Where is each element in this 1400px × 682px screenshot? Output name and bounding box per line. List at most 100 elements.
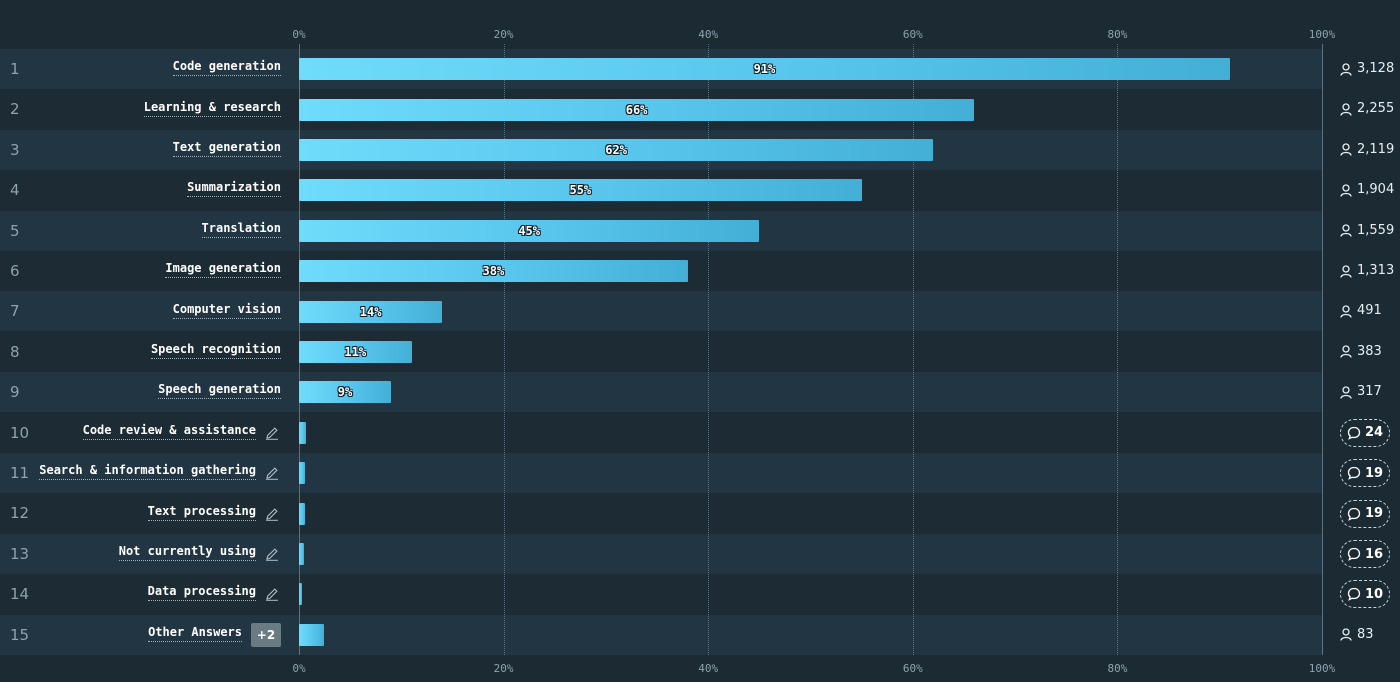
gridline: [708, 44, 709, 655]
bar[interactable]: [299, 381, 392, 404]
bar[interactable]: [299, 300, 443, 323]
bar[interactable]: [299, 260, 688, 283]
respondent-count: 491: [1340, 291, 1382, 331]
x-tick-label-bottom: 20%: [493, 662, 514, 675]
comment-icon: [1347, 466, 1361, 481]
bar[interactable]: [299, 583, 302, 606]
rank-number: 3: [10, 140, 20, 159]
respondent-count: 1,904: [1340, 170, 1394, 210]
row-band: [0, 453, 1322, 493]
row-band: [0, 493, 1322, 534]
bar[interactable]: [299, 543, 304, 565]
category-label[interactable]: Not currently using: [118, 544, 256, 561]
rank-number: 12: [10, 504, 30, 523]
x-tick-label-top: 0%: [292, 28, 306, 41]
row-band: [0, 372, 1322, 413]
comment-count: 19: [1364, 506, 1384, 522]
rank-number: 13: [10, 544, 30, 563]
category-label[interactable]: Code generation: [172, 59, 281, 77]
category-label[interactable]: Search & information gathering: [39, 463, 256, 481]
bar[interactable]: [299, 219, 760, 242]
category-label[interactable]: Image generation: [165, 261, 281, 279]
x-tick-label-top: 20%: [493, 28, 514, 41]
respondent-count: 1,313: [1340, 251, 1394, 291]
x-tick-label-top: 80%: [1107, 28, 1128, 41]
x-tick-label-bottom: 40%: [698, 662, 719, 675]
bar[interactable]: [299, 462, 305, 485]
bar-value-label: 11%: [344, 345, 367, 359]
x-tick-label-bottom: 80%: [1107, 662, 1128, 675]
x-tick-label-top: 40%: [698, 28, 719, 41]
bar-value-label: 66%: [625, 102, 648, 117]
bar[interactable]: [299, 502, 305, 525]
rank-number: 8: [10, 342, 20, 361]
bar[interactable]: [299, 421, 307, 444]
respondent-count: 317: [1340, 372, 1382, 412]
bar-value-label: 38%: [482, 264, 505, 279]
edit-icon[interactable]: [265, 465, 279, 480]
comment-count: 24: [1364, 425, 1384, 441]
bar[interactable]: [299, 58, 1230, 81]
user-icon: [1340, 345, 1352, 358]
gridline: [913, 44, 914, 655]
category-label[interactable]: Code review & assistance: [82, 423, 256, 440]
bar-value-label: 14%: [359, 304, 382, 319]
x-tick-label-top: 100%: [1308, 28, 1336, 41]
more-answers-badge[interactable]: +2: [251, 622, 281, 647]
comment-icon: [1347, 507, 1361, 521]
category-label[interactable]: Text generation: [172, 140, 281, 157]
rank-number: 14: [10, 585, 30, 604]
user-icon: [1340, 184, 1352, 197]
category-label[interactable]: Translation: [201, 221, 281, 238]
bar[interactable]: [299, 179, 862, 202]
rank-number: 10: [10, 423, 30, 442]
row-band: [0, 331, 1322, 372]
user-icon: [1340, 628, 1352, 641]
respondent-count: 1,559: [1340, 211, 1394, 251]
x-tick-label-bottom: 100%: [1308, 662, 1336, 675]
category-label[interactable]: Other Answers: [148, 625, 242, 642]
user-icon: [1340, 264, 1352, 278]
comment-count-button[interactable]: 19: [1340, 459, 1390, 488]
row-band: [0, 533, 1322, 574]
edit-icon[interactable]: [265, 546, 279, 561]
category-label[interactable]: Speech recognition: [150, 342, 281, 359]
comment-count-button[interactable]: 16: [1340, 540, 1390, 568]
category-label[interactable]: Text processing: [147, 504, 256, 521]
respondent-count-value: 1,904: [1357, 182, 1395, 198]
edit-icon[interactable]: [265, 506, 279, 521]
user-icon: [1340, 386, 1352, 399]
x-tick-label-bottom: 0%: [292, 662, 306, 675]
rank-number: 9: [10, 383, 20, 402]
category-label[interactable]: Computer vision: [172, 302, 281, 319]
respondent-count-value: 2,119: [1357, 141, 1395, 157]
category-label[interactable]: Data processing: [147, 584, 256, 602]
comment-count-button[interactable]: 10: [1340, 580, 1390, 609]
comment-count-button[interactable]: 24: [1340, 418, 1390, 447]
bar[interactable]: [299, 98, 975, 121]
category-label[interactable]: Summarization: [187, 180, 281, 198]
respondent-count-value: 1,559: [1357, 222, 1395, 238]
user-icon: [1340, 143, 1352, 156]
bar-value-label: 62%: [605, 143, 627, 157]
comment-icon: [1347, 547, 1361, 561]
category-label[interactable]: Learning & research: [143, 100, 281, 117]
bar[interactable]: [299, 139, 934, 161]
rank-number: 4: [10, 181, 20, 200]
bar[interactable]: [299, 623, 324, 646]
edit-icon[interactable]: [265, 586, 279, 602]
rank-number: 6: [10, 262, 20, 280]
edit-icon[interactable]: [265, 425, 279, 440]
respondent-count-value: 83: [1357, 626, 1374, 642]
comment-count-button[interactable]: 19: [1340, 499, 1390, 528]
comment-icon: [1347, 587, 1361, 602]
respondent-count: 2,255: [1340, 89, 1394, 129]
respondent-count-value: 2,255: [1357, 101, 1395, 117]
bar[interactable]: [299, 341, 412, 363]
x-tick-label-top: 60%: [902, 28, 923, 41]
category-label[interactable]: Speech generation: [158, 382, 281, 400]
bar-value-label: 91%: [753, 62, 776, 77]
comment-count: 19: [1364, 465, 1384, 481]
bar-value-label: 55%: [569, 183, 592, 198]
